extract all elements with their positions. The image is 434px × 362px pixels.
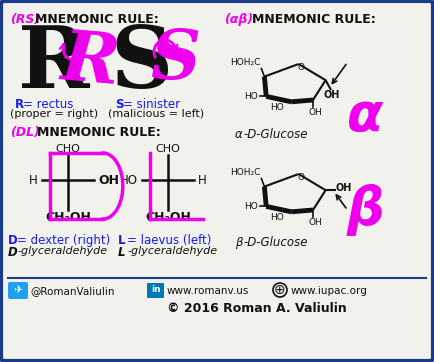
FancyBboxPatch shape <box>147 283 164 298</box>
Text: D: D <box>8 246 18 259</box>
Text: HO: HO <box>244 92 258 101</box>
Text: α: α <box>347 90 383 142</box>
Text: S: S <box>115 98 124 111</box>
Text: β: β <box>235 236 243 249</box>
Text: O: O <box>298 173 305 182</box>
Text: OH: OH <box>335 183 352 193</box>
Text: HO: HO <box>244 202 258 211</box>
Text: HO: HO <box>270 213 283 222</box>
Text: HO: HO <box>120 173 138 186</box>
Text: (proper = right): (proper = right) <box>10 109 98 119</box>
Text: CH₂OH: CH₂OH <box>145 211 191 224</box>
Text: -glyceraldehyde: -glyceraldehyde <box>17 246 107 256</box>
Text: L: L <box>118 246 125 259</box>
Text: in: in <box>151 286 161 295</box>
FancyBboxPatch shape <box>8 282 28 299</box>
Text: S: S <box>110 22 172 106</box>
Text: H: H <box>29 173 38 186</box>
Text: www.iupac.org: www.iupac.org <box>291 286 368 296</box>
Text: -D-Glucose: -D-Glucose <box>243 128 308 141</box>
Text: (DL): (DL) <box>10 126 40 139</box>
Text: ✈: ✈ <box>13 285 23 295</box>
Text: -D-Glucose: -D-Glucose <box>243 236 308 249</box>
Text: R: R <box>15 98 24 111</box>
Text: MNEMONIC RULE:: MNEMONIC RULE: <box>37 126 161 139</box>
Text: O: O <box>298 63 305 72</box>
Text: L: L <box>118 234 125 247</box>
Text: β: β <box>347 184 385 236</box>
Text: OH: OH <box>323 90 340 100</box>
Text: α: α <box>235 128 243 141</box>
Text: = rectus: = rectus <box>23 98 73 111</box>
Text: OH: OH <box>308 108 322 117</box>
Text: MNEMONIC RULE:: MNEMONIC RULE: <box>252 13 376 26</box>
Text: R: R <box>58 26 122 98</box>
Text: ⊕: ⊕ <box>274 283 286 297</box>
Text: HO: HO <box>270 103 283 112</box>
Text: (malicious = left): (malicious = left) <box>108 109 204 119</box>
Text: CHO: CHO <box>155 144 181 154</box>
Text: MNEMONIC RULE:: MNEMONIC RULE: <box>35 13 159 26</box>
Text: HOH₂C: HOH₂C <box>230 168 260 177</box>
Text: = laevus (left): = laevus (left) <box>127 234 211 247</box>
Text: HOH₂C: HOH₂C <box>230 58 260 67</box>
Text: OH: OH <box>98 173 119 186</box>
Text: © 2016 Roman A. Valiulin: © 2016 Roman A. Valiulin <box>167 302 347 315</box>
Text: @RomanValiulin: @RomanValiulin <box>30 286 115 296</box>
Text: (αβ): (αβ) <box>224 13 253 26</box>
Text: -glyceraldehyde: -glyceraldehyde <box>127 246 217 256</box>
Text: CH₂OH: CH₂OH <box>45 211 91 224</box>
Text: R: R <box>18 22 90 106</box>
Text: S: S <box>150 26 200 93</box>
Text: H: H <box>198 173 207 186</box>
Text: CHO: CHO <box>56 144 80 154</box>
Text: OH: OH <box>308 218 322 227</box>
Text: = sinister: = sinister <box>123 98 180 111</box>
Text: www.romanv.us: www.romanv.us <box>167 286 250 296</box>
Text: = dexter (right): = dexter (right) <box>17 234 110 247</box>
Text: (RS): (RS) <box>10 13 40 26</box>
Text: D: D <box>8 234 18 247</box>
